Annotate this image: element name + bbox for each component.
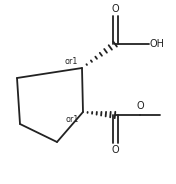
Text: or1: or1 [65,56,78,66]
Text: OH: OH [150,39,165,49]
Text: O: O [111,145,119,155]
Text: O: O [111,4,119,14]
Text: or1: or1 [66,114,79,123]
Text: O: O [136,101,144,111]
